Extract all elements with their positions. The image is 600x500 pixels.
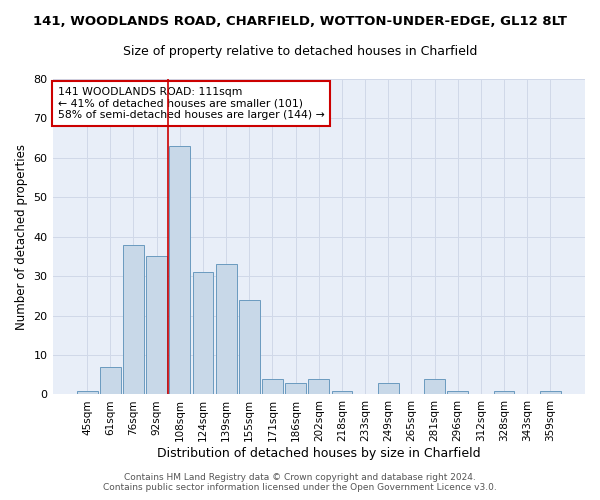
X-axis label: Distribution of detached houses by size in Charfield: Distribution of detached houses by size … [157,447,481,460]
Bar [424,378,445,394]
Bar [146,256,167,394]
Y-axis label: Number of detached properties: Number of detached properties [15,144,28,330]
Bar [239,300,260,394]
Text: Size of property relative to detached houses in Charfield: Size of property relative to detached ho… [123,45,477,58]
Text: Contains HM Land Registry data © Crown copyright and database right 2024.
Contai: Contains HM Land Registry data © Crown c… [103,473,497,492]
Bar [100,367,121,394]
Bar [169,146,190,394]
Bar [123,244,144,394]
Bar [285,382,306,394]
Bar [193,272,214,394]
Bar [77,390,98,394]
Bar [494,390,514,394]
Bar [216,264,236,394]
Bar [448,390,468,394]
Bar [378,382,398,394]
Bar [262,378,283,394]
Bar [308,378,329,394]
Text: 141, WOODLANDS ROAD, CHARFIELD, WOTTON-UNDER-EDGE, GL12 8LT: 141, WOODLANDS ROAD, CHARFIELD, WOTTON-U… [33,15,567,28]
Text: 141 WOODLANDS ROAD: 111sqm
← 41% of detached houses are smaller (101)
58% of sem: 141 WOODLANDS ROAD: 111sqm ← 41% of deta… [58,87,325,120]
Bar [332,390,352,394]
Bar [540,390,561,394]
